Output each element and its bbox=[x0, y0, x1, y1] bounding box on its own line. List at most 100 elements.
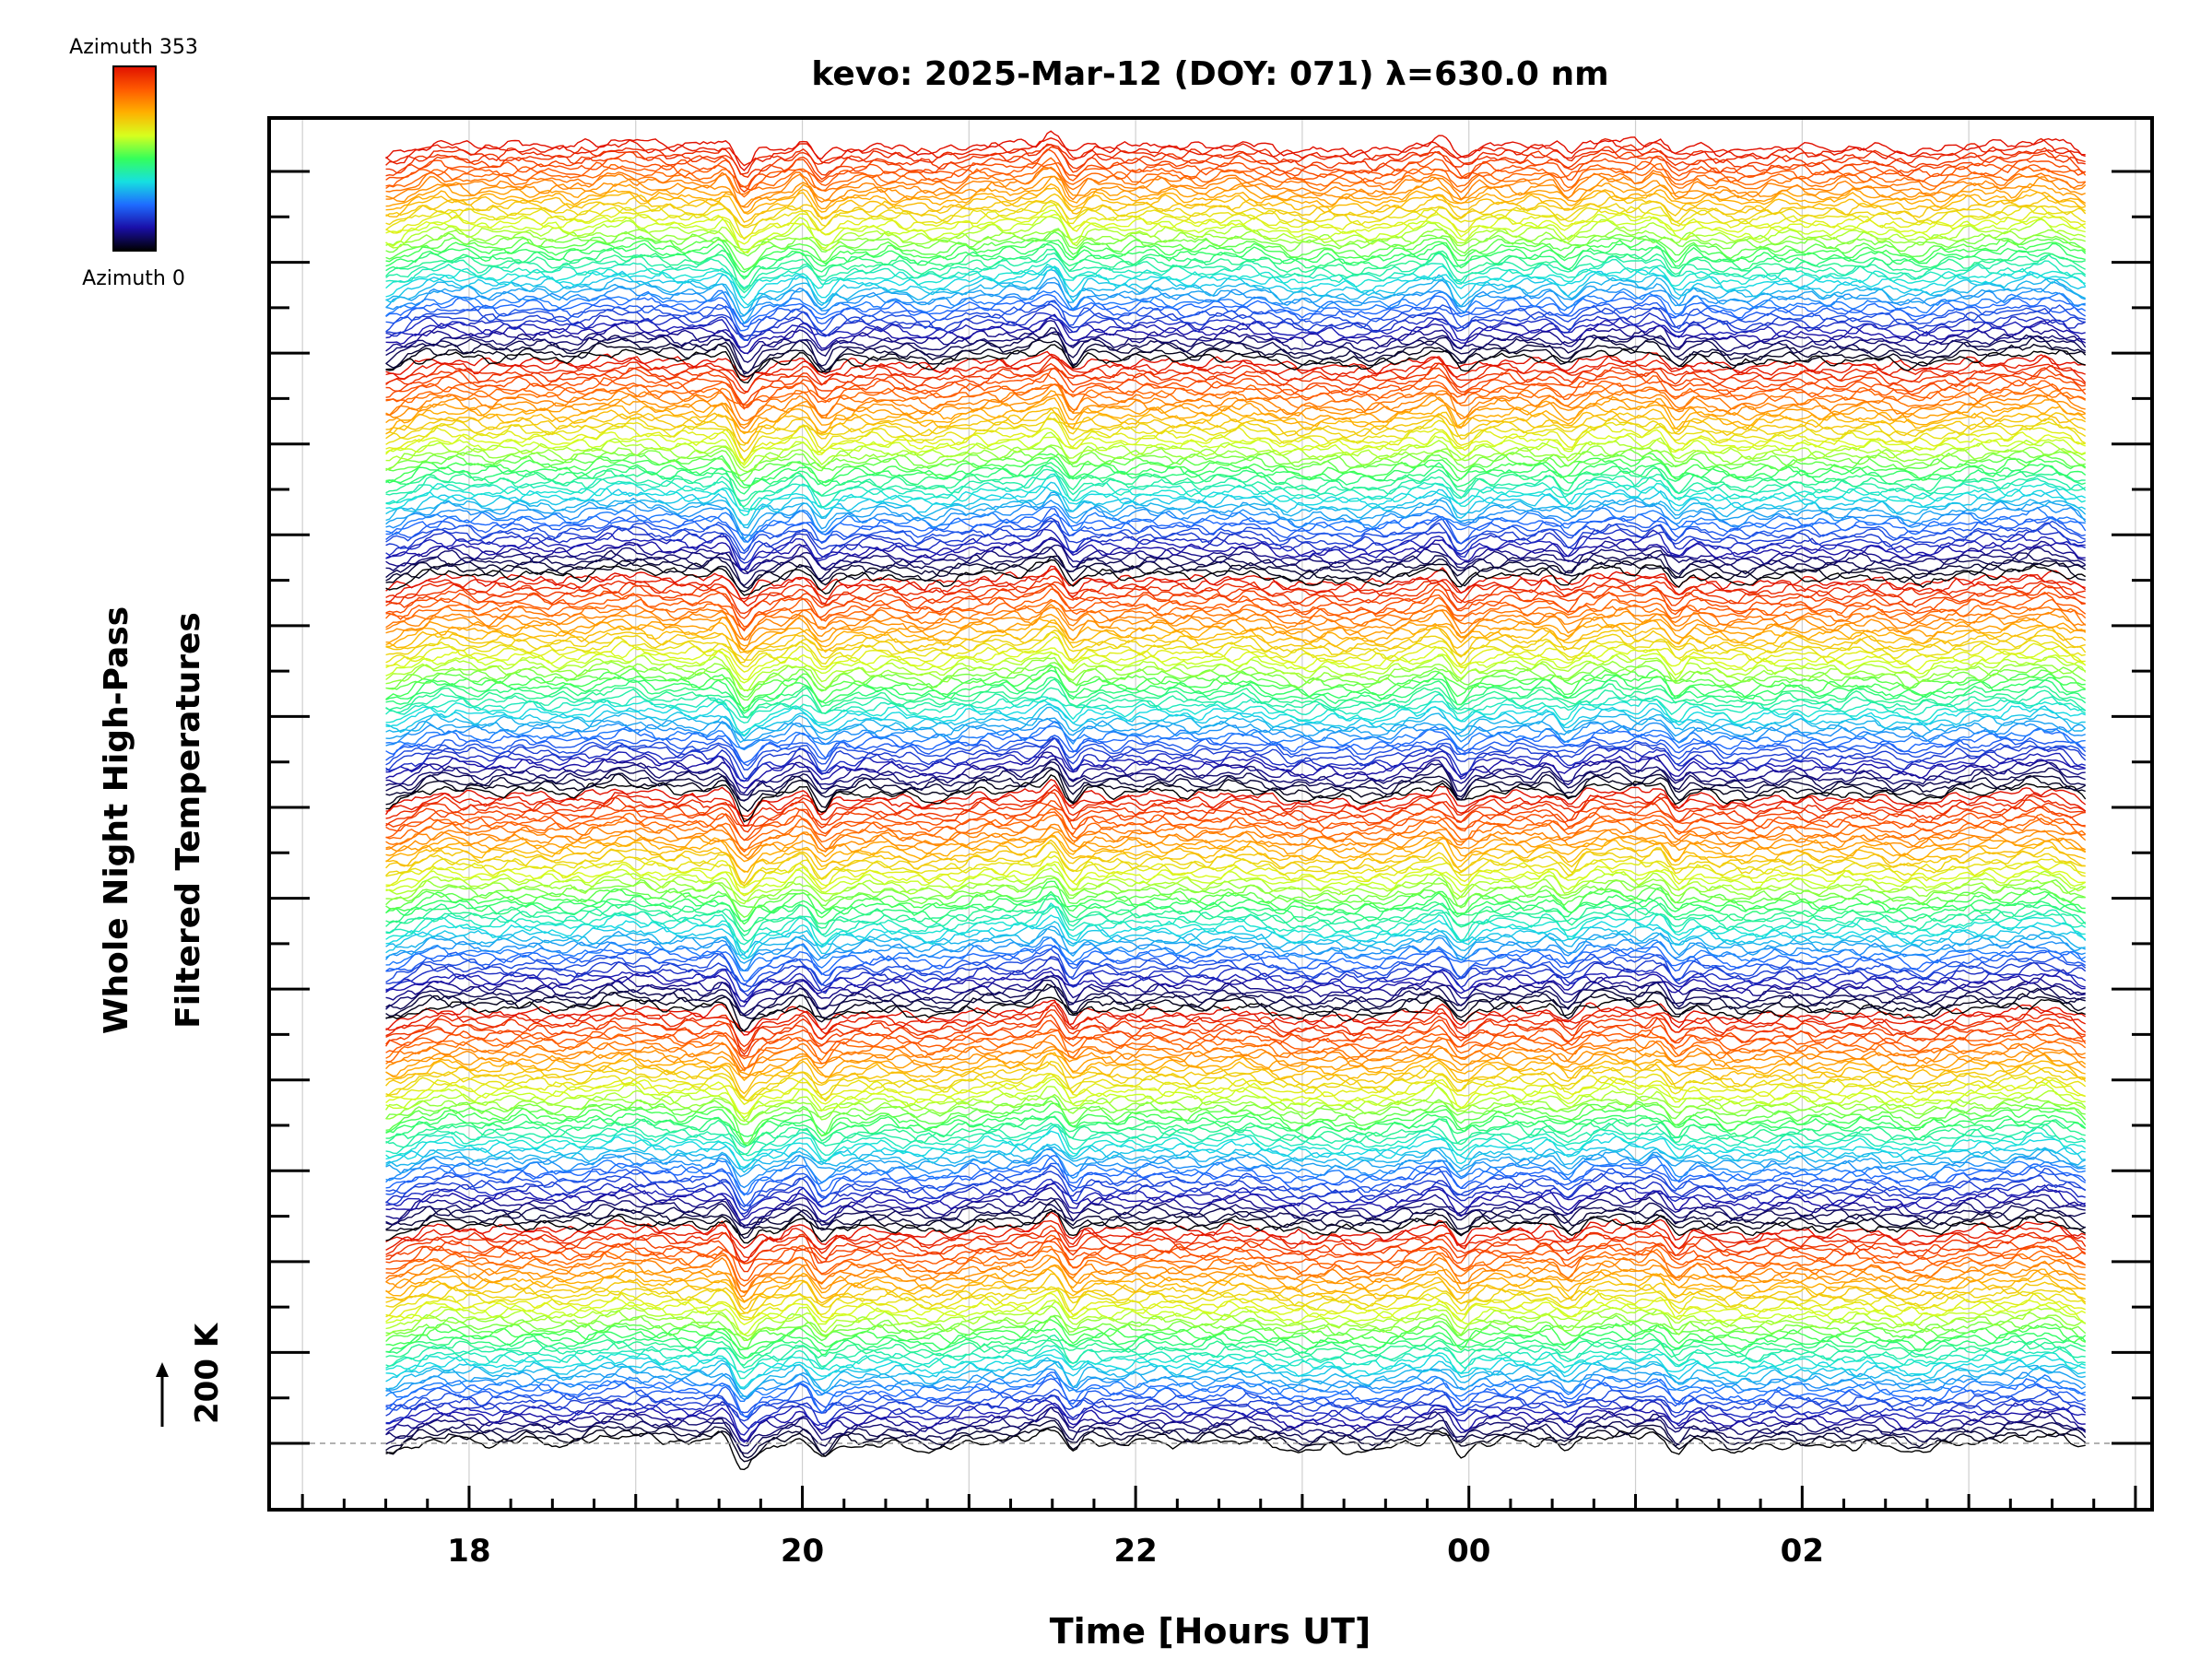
series-line bbox=[385, 619, 2087, 653]
series-line bbox=[385, 193, 2087, 227]
series-line bbox=[385, 1402, 2086, 1443]
series-line bbox=[385, 1142, 2086, 1173]
series-line bbox=[385, 445, 2086, 482]
series-line bbox=[385, 1406, 2086, 1447]
series-line bbox=[385, 465, 2086, 508]
series-line bbox=[385, 1305, 2087, 1342]
x-tick-label: 20 bbox=[781, 1533, 824, 1570]
series-line bbox=[385, 1353, 2086, 1389]
series-line bbox=[385, 596, 2087, 630]
series-line bbox=[385, 983, 2087, 1032]
series-line bbox=[385, 329, 2087, 363]
series-line bbox=[385, 1040, 2086, 1072]
series-line bbox=[385, 493, 2087, 529]
series-line bbox=[385, 238, 2087, 274]
series-line bbox=[385, 187, 2086, 223]
series-line bbox=[385, 814, 2087, 851]
series-line bbox=[385, 130, 2086, 171]
series-line bbox=[385, 303, 2086, 341]
series-line bbox=[385, 241, 2086, 278]
series-line bbox=[385, 717, 2087, 742]
series-line bbox=[385, 1345, 2086, 1380]
series-line bbox=[385, 581, 2086, 615]
series-line bbox=[385, 774, 2087, 823]
series-line bbox=[385, 653, 2087, 692]
series-line bbox=[385, 1093, 2087, 1124]
series-line bbox=[385, 1029, 2087, 1060]
series-line bbox=[385, 979, 2086, 1016]
series-line bbox=[385, 406, 2087, 453]
series-line bbox=[385, 146, 2086, 194]
series-line bbox=[385, 1181, 2087, 1218]
series-line bbox=[385, 1388, 2087, 1414]
series-line bbox=[385, 1182, 2086, 1221]
series-line bbox=[385, 475, 2087, 512]
series-line bbox=[385, 1145, 2086, 1171]
series-line bbox=[385, 263, 2086, 299]
series-line bbox=[385, 801, 2086, 828]
series-line bbox=[385, 893, 2086, 937]
series-line bbox=[385, 568, 2086, 607]
series-line bbox=[385, 166, 2087, 208]
series-line bbox=[385, 491, 2087, 540]
series-line bbox=[385, 536, 2086, 574]
series-line bbox=[385, 706, 2087, 744]
series-line bbox=[385, 947, 2087, 993]
series-line bbox=[385, 769, 2086, 813]
series-line bbox=[385, 281, 2086, 317]
series-line bbox=[385, 1360, 2087, 1398]
series-line bbox=[385, 137, 2086, 167]
series-line bbox=[385, 1162, 2087, 1207]
series-line bbox=[385, 1245, 2086, 1294]
series-line bbox=[385, 300, 2086, 342]
series-line bbox=[385, 996, 2086, 1032]
y-axis-label-line1: Whole Night High-Pass bbox=[98, 606, 135, 1034]
series-line bbox=[385, 276, 2086, 324]
series-line bbox=[385, 665, 2087, 698]
series-line bbox=[385, 289, 2086, 324]
series-line bbox=[385, 760, 2086, 802]
series-line bbox=[385, 252, 2087, 294]
series-line bbox=[385, 216, 2087, 254]
series-line bbox=[385, 606, 2086, 641]
series-line bbox=[385, 588, 2087, 628]
y-axis-label: Whole Night High-Pass Filtered Temperatu… bbox=[98, 606, 207, 1034]
series-line bbox=[385, 905, 2087, 946]
series-line bbox=[385, 228, 2087, 257]
x-axis-label: Time [Hours UT] bbox=[1050, 1611, 1371, 1652]
series-line bbox=[385, 1211, 2086, 1250]
series-line bbox=[385, 508, 2086, 552]
series-line bbox=[385, 411, 2087, 463]
series-line bbox=[385, 664, 2086, 712]
series-line bbox=[385, 792, 2086, 833]
series-line bbox=[385, 201, 2086, 241]
series-line bbox=[385, 885, 2086, 911]
series-line bbox=[385, 905, 2087, 942]
series-line bbox=[385, 175, 2087, 214]
series-line bbox=[385, 1052, 2086, 1095]
series-line bbox=[385, 854, 2086, 897]
series-line bbox=[385, 811, 2086, 841]
series-line bbox=[385, 1001, 2087, 1035]
series-line bbox=[385, 839, 2086, 885]
series-line bbox=[385, 944, 2087, 982]
series-line bbox=[385, 1073, 2086, 1106]
traces bbox=[385, 130, 2087, 1471]
series-line bbox=[385, 863, 2087, 895]
series-line bbox=[385, 537, 2086, 571]
series-line bbox=[385, 1147, 2086, 1178]
series-line bbox=[385, 519, 2086, 564]
series-line bbox=[385, 1236, 2087, 1265]
series-line bbox=[385, 936, 2086, 972]
plot-frame bbox=[267, 116, 2154, 1512]
series-line bbox=[385, 678, 2087, 718]
series-line bbox=[385, 875, 2086, 902]
series-line bbox=[385, 958, 2087, 988]
series-line bbox=[385, 1225, 2086, 1273]
series-line bbox=[385, 1273, 2087, 1314]
series-line bbox=[385, 970, 2086, 1007]
series-line bbox=[385, 999, 2087, 1036]
series-line bbox=[385, 877, 2086, 919]
series-line bbox=[385, 209, 2086, 254]
